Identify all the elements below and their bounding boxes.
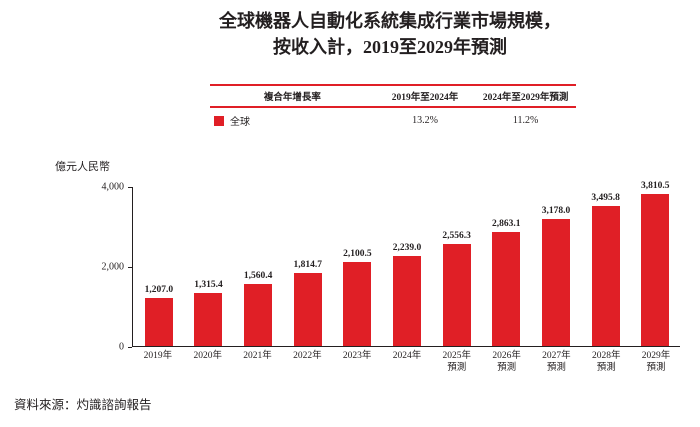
chart-title-line1: 全球機器人自動化系統集成行業市場規模， bbox=[219, 11, 561, 31]
x-axis-label-year: 2023年 bbox=[342, 351, 372, 361]
chart-title: 全球機器人自動化系統集成行業市場規模， 按收入計，2019至2029年預測 bbox=[80, 8, 700, 60]
x-axis-label-forecast-note: 預測 bbox=[546, 363, 566, 374]
x-axis-label-forecast-note: 預測 bbox=[646, 363, 666, 374]
x-axis-label-year: 2029年 bbox=[641, 351, 671, 361]
x-axis-label: 2027年預測 bbox=[532, 350, 582, 375]
cagr-value-2019-2024: 13.2% bbox=[412, 115, 438, 126]
bar-group: 2,239.0 bbox=[382, 243, 432, 346]
legend-swatch-icon bbox=[214, 115, 224, 126]
x-axis-label-year: 2025年 bbox=[442, 351, 472, 361]
cagr-table: 複合年增長率 2019年至2024年 2024年至2029年預測 全球 13.2… bbox=[210, 84, 576, 130]
bar-group: 2,100.5 bbox=[333, 249, 383, 346]
x-axis-label-year: 2026年 bbox=[492, 351, 521, 361]
bar-group: 3,810.5 bbox=[630, 181, 680, 346]
bar bbox=[393, 256, 422, 346]
bar-value-label: 3,178.0 bbox=[541, 205, 571, 216]
x-axis-label: 2023年 bbox=[332, 350, 382, 375]
y-tick-mark bbox=[128, 267, 132, 268]
x-axis-label: 2025年預測 bbox=[432, 350, 482, 375]
plot-area: 1,207.0 1,315.4 1,560.4 1,814.7 2,100.5 2,239… bbox=[132, 181, 680, 347]
y-axis-title: 億元人民幣 bbox=[55, 161, 110, 173]
x-axis-label-forecast-note: 預測 bbox=[596, 363, 616, 374]
y-tick-label: 2,000 bbox=[101, 261, 125, 273]
x-axis-label-forecast-note: 預測 bbox=[497, 363, 517, 374]
bar-group: 1,814.7 bbox=[283, 260, 333, 346]
bar-value-label: 1,560.4 bbox=[243, 270, 273, 281]
chart-title-line2: 按收入計，2019至2029年預測 bbox=[273, 37, 507, 58]
bar bbox=[293, 273, 322, 346]
cagr-table-header-row: 複合年增長率 2019年至2024年 2024年至2029年預測 bbox=[210, 84, 576, 108]
bar bbox=[442, 243, 471, 346]
x-axis-label: 2028年預測 bbox=[581, 350, 631, 375]
bar bbox=[492, 231, 521, 346]
source-note: 資料來源：灼識諮詢報告 bbox=[14, 398, 152, 412]
bar-group: 3,495.8 bbox=[581, 193, 631, 346]
x-axis-label-year: 2021年 bbox=[243, 351, 272, 361]
bar-group: 2,863.1 bbox=[481, 218, 531, 346]
bar-value-label: 2,556.3 bbox=[442, 230, 471, 241]
bar-value-label: 1,814.7 bbox=[293, 260, 322, 271]
bar-value-label: 1,315.4 bbox=[194, 280, 223, 291]
bar-group: 3,178.0 bbox=[531, 206, 581, 346]
cagr-table-row-global: 全球 13.2% 11.2% bbox=[210, 108, 576, 130]
legend-label-global: 全球 bbox=[230, 117, 250, 128]
bar bbox=[343, 262, 372, 346]
y-tick-label: 4,000 bbox=[101, 181, 125, 193]
bar bbox=[194, 293, 223, 346]
x-axis-label: 2024年 bbox=[382, 350, 432, 375]
bar-group: 1,207.0 bbox=[134, 285, 184, 346]
bar bbox=[541, 218, 570, 346]
bar-group: 2,556.3 bbox=[432, 231, 482, 346]
cagr-header-2019-2024: 2019年至2024年 bbox=[391, 93, 459, 103]
x-axis-label-year: 2024年 bbox=[392, 351, 422, 361]
bar-value-label: 3,495.8 bbox=[591, 193, 620, 204]
cagr-value-2024-2029: 11.2% bbox=[512, 115, 539, 126]
x-axis-label-year: 2019年 bbox=[143, 351, 173, 361]
x-axis-label: 2029年預測 bbox=[631, 350, 681, 375]
legend-global: 全球 bbox=[210, 113, 375, 128]
x-axis-label: 2022年 bbox=[282, 350, 332, 375]
y-tick-mark bbox=[128, 347, 132, 348]
x-axis-label: 2019年 bbox=[133, 350, 183, 375]
bar-value-label: 3,810.5 bbox=[640, 180, 670, 191]
cagr-header-2024-2029: 2024年至2029年預測 bbox=[482, 93, 569, 103]
bar bbox=[591, 206, 620, 346]
y-tick-label: 0 bbox=[119, 341, 124, 353]
bar-value-label: 2,863.1 bbox=[492, 218, 521, 229]
x-axis-labels: 2019年 2020年 2021年 2022年 2023年 2024年 2025年 預測 202… bbox=[133, 350, 681, 375]
x-axis-label-year: 2022年 bbox=[293, 351, 322, 361]
x-axis-label: 2026年預測 bbox=[482, 350, 532, 375]
bar-value-label: 2,239.0 bbox=[392, 243, 422, 254]
bar-group: 1,315.4 bbox=[184, 280, 234, 346]
x-axis-label: 2020年 bbox=[183, 350, 233, 375]
bar-chart: 1,207.0 1,315.4 1,560.4 1,814.7 2,100.5 2,239… bbox=[102, 181, 680, 353]
bar bbox=[641, 193, 670, 346]
x-axis-label-year: 2028年 bbox=[591, 351, 621, 361]
bar-value-label: 2,100.5 bbox=[343, 249, 372, 259]
x-axis-label: 2021年 bbox=[233, 350, 283, 375]
bar-group: 1,560.4 bbox=[233, 271, 283, 346]
bar-value-label: 1,207.0 bbox=[144, 284, 174, 295]
bar bbox=[144, 297, 173, 346]
bars: 1,207.0 1,315.4 1,560.4 1,814.7 2,100.5 2,239… bbox=[134, 181, 680, 346]
cagr-header-metric: 複合年增長率 bbox=[263, 93, 321, 103]
x-axis-label-forecast-note: 預測 bbox=[447, 363, 467, 374]
x-axis-label-year: 2020年 bbox=[193, 351, 222, 361]
bar bbox=[244, 283, 273, 346]
y-tick-mark bbox=[128, 187, 132, 188]
x-axis-label-year: 2027年 bbox=[542, 351, 571, 361]
